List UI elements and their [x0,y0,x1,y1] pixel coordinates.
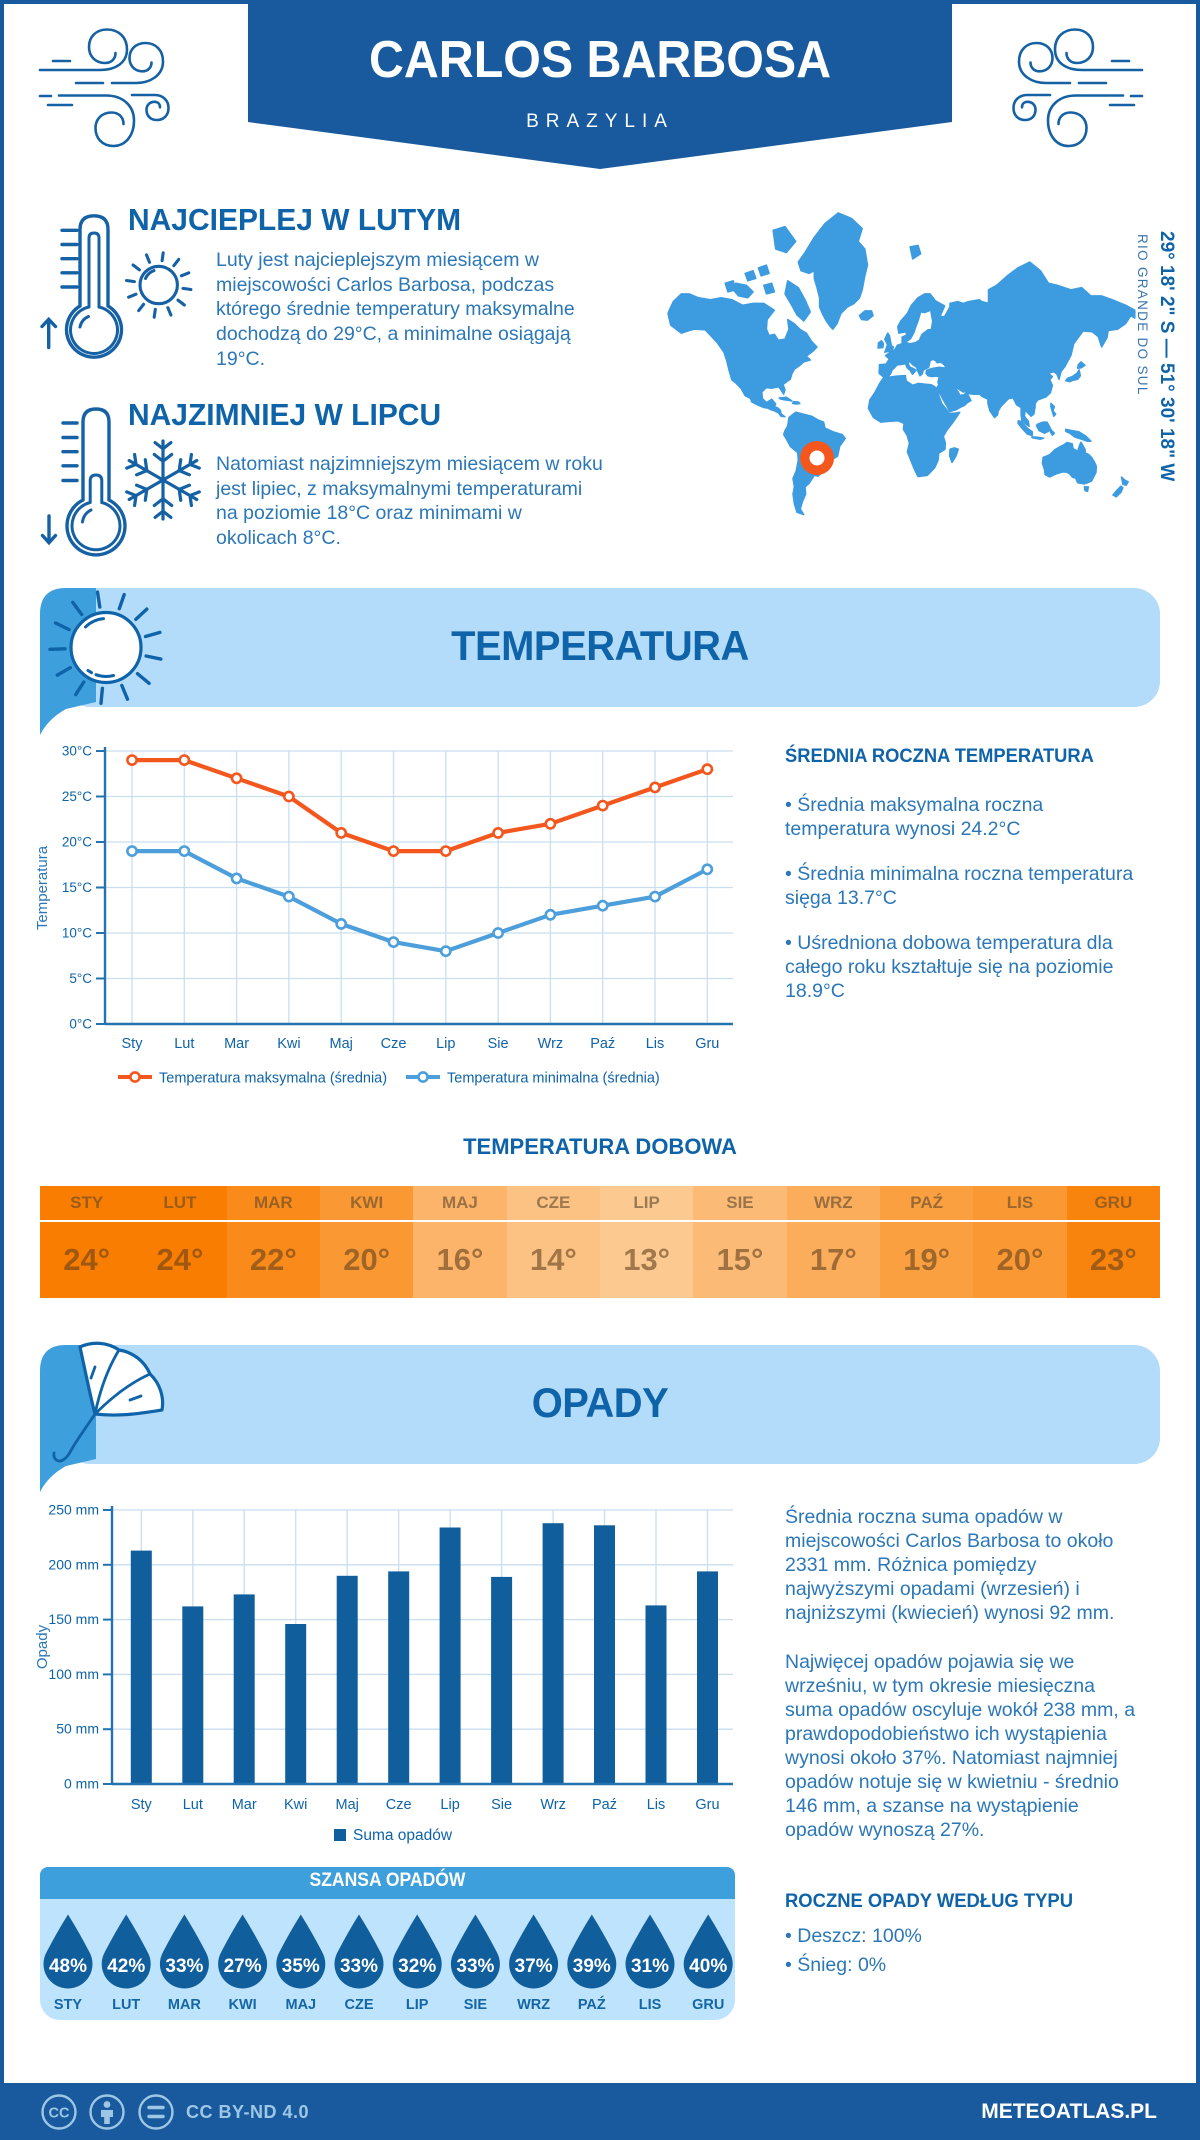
svg-text:GRU: GRU [692,1997,724,2010]
svg-text:KWI: KWI [229,1997,257,2010]
svg-text:100 mm: 100 mm [48,1666,99,1682]
svg-text:0 mm: 0 mm [64,1776,99,1792]
svg-text:33%: 33% [165,1956,203,1977]
svg-text:Temperatura: Temperatura [34,845,51,930]
svg-text:Lis: Lis [647,1797,666,1813]
svg-text:0°C: 0°C [69,1017,92,1032]
svg-text:27%: 27% [224,1956,262,1977]
svg-text:Wrz: Wrz [540,1797,566,1813]
svg-text:Gru: Gru [695,1797,719,1813]
svg-text:Mar: Mar [232,1797,257,1813]
svg-text:Maj: Maj [330,1036,353,1052]
svg-text:LIP: LIP [406,1997,429,2010]
svg-text:Maj: Maj [336,1797,359,1813]
svg-text:Cze: Cze [386,1797,412,1813]
svg-text:Cze: Cze [381,1036,407,1052]
svg-text:33%: 33% [456,1956,494,1977]
svg-text:Mar: Mar [224,1036,249,1052]
svg-text:10°C: 10°C [62,926,92,941]
svg-text:Lip: Lip [436,1036,455,1052]
svg-text:48%: 48% [49,1956,87,1977]
svg-text:Kwi: Kwi [277,1036,300,1052]
svg-text:CZE: CZE [345,1997,374,2010]
svg-text:50 mm: 50 mm [56,1721,99,1737]
svg-text:Wrz: Wrz [538,1036,564,1052]
svg-text:25°C: 25°C [62,789,92,804]
svg-text:33%: 33% [340,1956,378,1977]
svg-text:150 mm: 150 mm [48,1611,99,1627]
svg-text:35%: 35% [282,1956,320,1977]
svg-text:MAR: MAR [168,1997,202,2010]
svg-text:42%: 42% [107,1956,145,1977]
svg-text:Kwi: Kwi [284,1797,307,1813]
svg-text:5°C: 5°C [69,971,92,986]
svg-text:Suma opadów: Suma opadów [353,1827,453,1844]
svg-text:Temperatura maksymalna (średni: Temperatura maksymalna (średnia) [159,1071,387,1087]
svg-text:SIE: SIE [464,1997,488,2010]
svg-text:Paź: Paź [590,1036,615,1052]
svg-text:Opady: Opady [34,1624,51,1669]
svg-text:37%: 37% [515,1956,553,1977]
svg-text:LIS: LIS [639,1997,662,2010]
svg-text:PAŹ: PAŹ [578,1996,606,2010]
svg-text:39%: 39% [573,1956,611,1977]
svg-text:Sie: Sie [488,1036,509,1052]
svg-text:Temperatura minimalna (średnia: Temperatura minimalna (średnia) [447,1071,660,1087]
svg-text:15°C: 15°C [62,880,92,895]
svg-text:Sty: Sty [131,1797,153,1813]
svg-text:Lis: Lis [646,1036,665,1052]
svg-text:LUT: LUT [112,1997,140,2010]
svg-text:Lut: Lut [174,1036,194,1052]
svg-text:31%: 31% [631,1956,669,1977]
svg-text:Lut: Lut [183,1797,203,1813]
svg-text:250 mm: 250 mm [48,1502,99,1518]
svg-text:STY: STY [54,1997,83,2010]
svg-text:Paź: Paź [592,1797,617,1813]
svg-text:200 mm: 200 mm [48,1556,99,1572]
svg-text:MAJ: MAJ [285,1997,316,2010]
svg-text:32%: 32% [398,1956,436,1977]
svg-text:Sty: Sty [122,1036,144,1052]
svg-text:Sie: Sie [491,1797,512,1813]
svg-text:CC: CC [49,2106,70,2122]
svg-text:20°C: 20°C [62,835,92,850]
svg-text:Lip: Lip [440,1797,459,1813]
svg-text:WRZ: WRZ [517,1997,550,2010]
svg-text:Gru: Gru [695,1036,719,1052]
svg-text:30°C: 30°C [62,744,92,759]
svg-text:40%: 40% [689,1956,727,1977]
